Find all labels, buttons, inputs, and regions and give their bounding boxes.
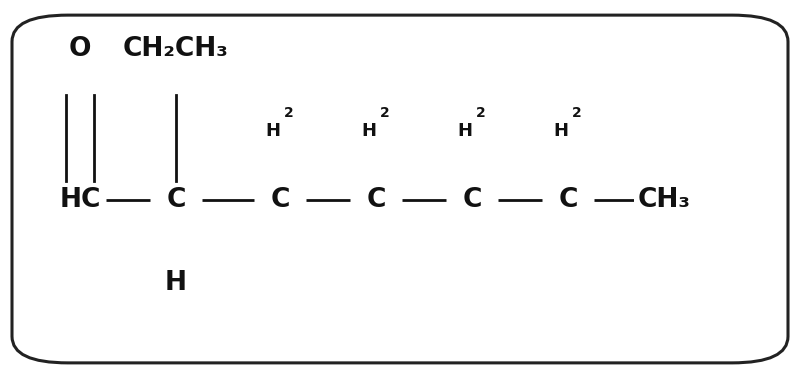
Text: C: C xyxy=(558,187,578,213)
Text: CH₂CH₃: CH₂CH₃ xyxy=(123,36,229,62)
Text: H: H xyxy=(457,122,472,140)
Text: C: C xyxy=(270,187,290,213)
Text: 2: 2 xyxy=(284,106,294,120)
FancyBboxPatch shape xyxy=(12,15,788,363)
Text: CH₃: CH₃ xyxy=(638,187,690,213)
Text: H: H xyxy=(361,122,376,140)
Text: C: C xyxy=(462,187,482,213)
Text: HC: HC xyxy=(59,187,101,213)
Text: 2: 2 xyxy=(572,106,582,120)
Text: H: H xyxy=(553,122,568,140)
Text: C: C xyxy=(366,187,386,213)
Text: H: H xyxy=(265,122,280,140)
Text: O: O xyxy=(69,36,91,62)
Text: 2: 2 xyxy=(380,106,390,120)
Text: 2: 2 xyxy=(476,106,486,120)
Text: H: H xyxy=(165,271,187,296)
Text: C: C xyxy=(166,187,186,213)
